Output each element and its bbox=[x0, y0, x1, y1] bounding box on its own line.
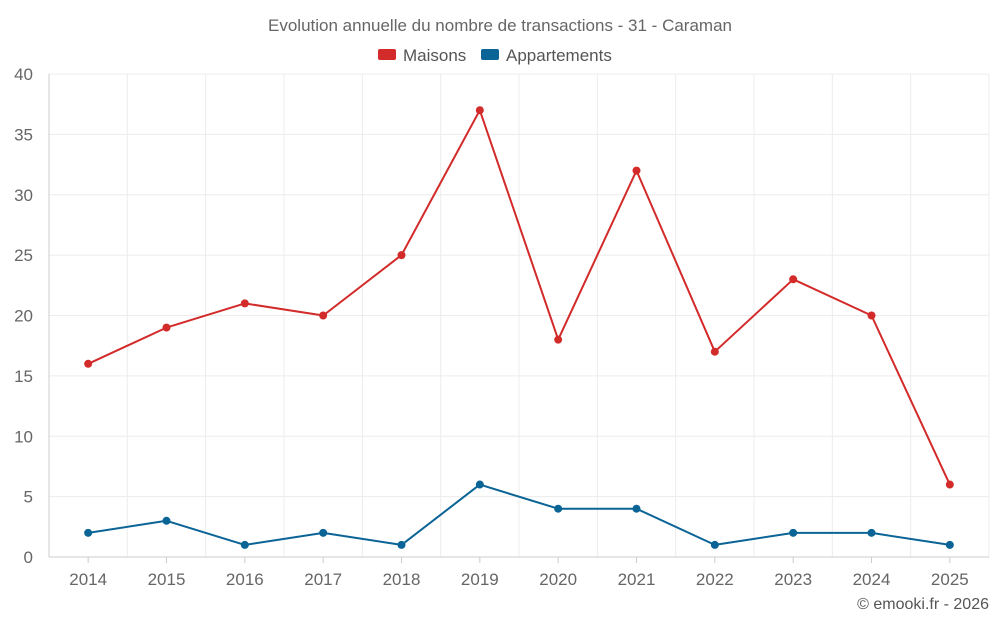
series-line-maisons bbox=[87, 109, 951, 486]
data-point-appartements-2018[interactable] bbox=[397, 540, 406, 549]
x-tick-label: 2018 bbox=[383, 570, 421, 589]
legend-swatch-maisons bbox=[378, 49, 396, 60]
data-point-appartements-2015[interactable] bbox=[162, 516, 171, 525]
y-tick-label: 20 bbox=[14, 307, 33, 326]
series bbox=[84, 106, 954, 549]
data-point-maisons-2017[interactable] bbox=[319, 311, 328, 320]
data-point-appartements-2025[interactable] bbox=[945, 540, 954, 549]
x-tick-label: 2025 bbox=[931, 570, 969, 589]
data-point-maisons-2024[interactable] bbox=[867, 311, 876, 320]
data-point-maisons-2023[interactable] bbox=[789, 275, 798, 284]
data-point-maisons-2016[interactable] bbox=[240, 299, 249, 308]
data-point-appartements-2014[interactable] bbox=[84, 528, 93, 537]
data-point-maisons-2020[interactable] bbox=[554, 335, 563, 344]
legend-label-appartements: Appartements bbox=[506, 46, 612, 65]
data-point-maisons-2014[interactable] bbox=[84, 359, 93, 368]
y-tick-label: 10 bbox=[14, 427, 33, 446]
y-tick-label: 40 bbox=[14, 65, 33, 84]
data-point-appartements-2017[interactable] bbox=[319, 528, 328, 537]
y-tick-label: 0 bbox=[24, 548, 33, 567]
x-axis-ticks: 2014 2015 2016 2017 2018 2019 2020 2021 2022 2023… bbox=[69, 557, 969, 589]
y-tick-label: 30 bbox=[14, 186, 33, 205]
data-point-appartements-2024[interactable] bbox=[867, 528, 876, 537]
data-point-maisons-2025[interactable] bbox=[945, 480, 954, 489]
y-axis-ticks: 0 5 10 15 20 25 30 35 40 bbox=[14, 65, 33, 567]
x-tick-label: 2020 bbox=[539, 570, 577, 589]
data-point-appartements-2016[interactable] bbox=[240, 540, 249, 549]
data-point-appartements-2021[interactable] bbox=[632, 504, 641, 513]
data-point-maisons-2019[interactable] bbox=[475, 106, 484, 115]
credit-text: © emooki.fr - 2026 bbox=[857, 596, 989, 613]
data-point-maisons-2015[interactable] bbox=[162, 323, 171, 332]
x-tick-label: 2019 bbox=[461, 570, 499, 589]
axes bbox=[48, 74, 989, 558]
x-tick-label: 2017 bbox=[304, 570, 342, 589]
y-tick-label: 15 bbox=[14, 367, 33, 386]
y-tick-label: 25 bbox=[14, 246, 33, 265]
data-point-maisons-2021[interactable] bbox=[632, 166, 641, 175]
data-point-appartements-2023[interactable] bbox=[789, 528, 798, 537]
x-tick-label: 2016 bbox=[226, 570, 264, 589]
x-tick-label: 2015 bbox=[148, 570, 186, 589]
legend: Maisons Appartements bbox=[378, 46, 612, 65]
x-tick-label: 2023 bbox=[774, 570, 812, 589]
x-tick-label: 2024 bbox=[853, 570, 891, 589]
data-point-appartements-2020[interactable] bbox=[554, 504, 563, 513]
legend-item-maisons[interactable]: Maisons bbox=[378, 46, 466, 65]
data-point-maisons-2022[interactable] bbox=[710, 347, 719, 356]
legend-item-appartements[interactable]: Appartements bbox=[481, 46, 612, 65]
data-point-maisons-2018[interactable] bbox=[397, 251, 406, 260]
x-tick-label: 2022 bbox=[696, 570, 734, 589]
chart-title: Evolution annuelle du nombre de transact… bbox=[268, 16, 732, 35]
data-point-appartements-2019[interactable] bbox=[475, 480, 484, 489]
gridlines bbox=[48, 73, 990, 557]
data-point-appartements-2022[interactable] bbox=[710, 540, 719, 549]
y-tick-label: 35 bbox=[14, 125, 33, 144]
y-tick-label: 5 bbox=[24, 488, 33, 507]
x-tick-label: 2021 bbox=[618, 570, 656, 589]
legend-label-maisons: Maisons bbox=[403, 46, 466, 65]
series-line-appartements bbox=[88, 483, 950, 546]
legend-swatch-appartements bbox=[481, 49, 499, 60]
x-tick-label: 2014 bbox=[69, 570, 107, 589]
